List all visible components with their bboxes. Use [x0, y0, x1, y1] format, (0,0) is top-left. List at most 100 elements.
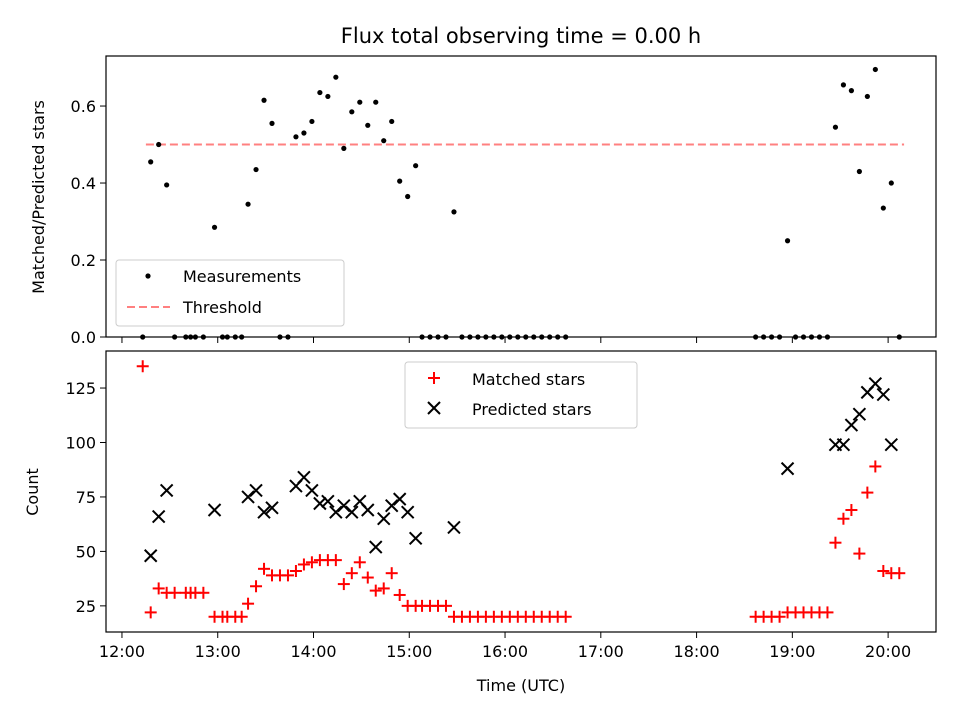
- measurement-point: [451, 209, 457, 215]
- measurement-point: [261, 97, 267, 103]
- ratio-panel: 0.0 0.2 0.4 0.6 Matched/Predicted stars Mea…: [29, 55, 937, 347]
- matched-star-point: [250, 580, 263, 593]
- measurement-point: [357, 99, 363, 105]
- measurement-point: [309, 118, 315, 125]
- matched-star-point: [337, 578, 350, 591]
- measurement-point: [405, 193, 411, 200]
- legend-threshold-label: Threshold: [182, 298, 262, 317]
- predicted-star-point: [241, 490, 255, 504]
- measurement-point: [325, 93, 331, 100]
- predicted-star-point: [447, 520, 461, 535]
- measurement-point: [888, 180, 894, 186]
- matched-star-point: [377, 582, 390, 595]
- measurement-point: [856, 168, 862, 175]
- predicted-star-point: [852, 407, 867, 421]
- matched-star-point: [439, 599, 452, 612]
- predicted-star-point: [305, 483, 319, 498]
- measurement-point: [211, 224, 218, 230]
- matched-star-point: [845, 504, 858, 517]
- legend-predicted-marker: [427, 401, 441, 415]
- matched-star-point: [297, 558, 310, 571]
- matched-star-point: [877, 565, 890, 578]
- measurement-point: [164, 182, 170, 188]
- matched-star-point: [821, 606, 834, 619]
- ratio-panel-y-label: Matched/Predicted stars: [29, 100, 48, 294]
- matched-star-point: [353, 556, 366, 569]
- measurement-point: [413, 163, 419, 169]
- count-panel: 25 50 75 100 125 12:00 13:00 14:00 15:00 16:00 17…: [23, 350, 937, 695]
- x-tick-label: 18:00: [674, 642, 720, 661]
- count-panel-y-tick-label: 125: [65, 379, 96, 398]
- x-tick-label: 12:00: [99, 642, 145, 661]
- count-panel-y-tick-label: 25: [76, 597, 96, 616]
- measurement-point: [365, 122, 371, 128]
- matched-star-point: [289, 565, 302, 578]
- matched-star-point: [242, 597, 255, 610]
- measurement-point: [245, 201, 251, 207]
- matched-star-point: [861, 486, 874, 499]
- matched-star-point: [136, 360, 149, 373]
- measurement-point: [253, 166, 259, 173]
- matched-star-point: [281, 569, 294, 582]
- measurement-point: [333, 74, 339, 80]
- measurement-point: [872, 66, 878, 73]
- predicted-star-point: [884, 437, 899, 452]
- measurement-point: [832, 124, 839, 130]
- legend-measurements-label: Measurements: [183, 267, 301, 286]
- predicted-star-point: [143, 549, 158, 563]
- predicted-star-point: [159, 483, 174, 498]
- x-tick-label: 13:00: [195, 642, 241, 661]
- x-tick-label: 19:00: [769, 642, 815, 661]
- predicted-star-point: [377, 512, 391, 526]
- x-tick-label: 20:00: [865, 642, 911, 661]
- count-panel-y-tick-label: 100: [65, 433, 96, 452]
- matched-star-point: [393, 588, 406, 601]
- measurement-point: [373, 99, 379, 105]
- predicted-star-point: [844, 418, 859, 432]
- x-tick-label: 15:00: [386, 642, 432, 661]
- predicted-star-point: [392, 492, 407, 506]
- x-axis-label: Time (UTC): [476, 676, 565, 695]
- matched-star-point: [369, 584, 382, 597]
- legend-matched-marker: [428, 372, 440, 384]
- legend-predicted-label: Predicted stars: [472, 400, 592, 419]
- measurement-point: [301, 130, 307, 136]
- predicted-star-point: [151, 509, 166, 524]
- matched-star-point: [305, 556, 318, 569]
- count-panel-legend: Matched stars Predicted stars: [404, 361, 638, 429]
- matched-star-point: [893, 567, 906, 580]
- predicted-star-point: [257, 505, 271, 519]
- matched-star-point: [361, 571, 374, 584]
- matched-star-point: [168, 586, 181, 599]
- predicted-star-point: [868, 376, 883, 391]
- predicted-star-point: [361, 503, 375, 517]
- measurement-point: [349, 109, 355, 115]
- predicted-star-point: [313, 496, 327, 511]
- predicted-star-point: [400, 505, 415, 519]
- ratio-panel-y-tick-label: 0.6: [71, 97, 96, 116]
- matched-star-point: [773, 610, 786, 623]
- legend-matched-label: Matched stars: [472, 370, 585, 389]
- ratio-panel-legend: Measurements Threshold: [115, 259, 345, 327]
- predicted-star-point: [369, 540, 383, 554]
- matched-star-point: [559, 610, 572, 623]
- predicted-star-point: [321, 494, 335, 509]
- measurement-point: [880, 205, 886, 211]
- count-panel-y-tick-label: 50: [76, 542, 96, 561]
- measurement-point: [389, 118, 395, 125]
- matched-star-point: [837, 512, 850, 525]
- predicted-star-point: [265, 501, 279, 515]
- ratio-panel-y-tick-label: 0.4: [71, 174, 96, 193]
- ratio-panel-y-tick-label: 0.0: [71, 328, 96, 347]
- predicted-star-point: [876, 387, 891, 402]
- x-tick-label: 17:00: [578, 642, 624, 661]
- predicted-star-point: [836, 437, 851, 452]
- predicted-star-point: [345, 505, 359, 519]
- legend-measurements-marker: [145, 273, 151, 279]
- ratio-panel-y-tick-label: 0.2: [71, 251, 96, 270]
- predicted-star-point: [329, 505, 343, 519]
- measurement-point: [269, 120, 275, 126]
- matched-star-point: [853, 547, 866, 560]
- matched-star-point: [197, 586, 210, 599]
